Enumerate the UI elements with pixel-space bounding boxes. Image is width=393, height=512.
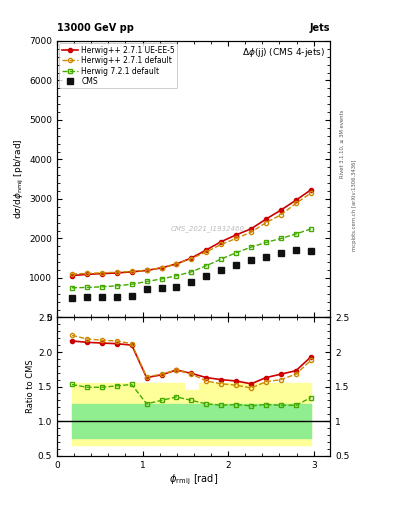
Herwig++ 2.7.1 UE-EE-5	[144, 267, 149, 273]
Text: 13000 GeV pp: 13000 GeV pp	[57, 23, 134, 33]
Herwig 7.2.1 default	[84, 284, 89, 290]
Herwig++ 2.7.1 UE-EE-5	[294, 197, 298, 203]
Herwig++ 2.7.1 default	[114, 269, 119, 275]
Herwig++ 2.7.1 default	[70, 271, 74, 277]
Herwig++ 2.7.1 default	[99, 270, 104, 276]
Text: Rivet 3.1.10, ≥ 3M events: Rivet 3.1.10, ≥ 3M events	[340, 109, 345, 178]
Herwig 7.2.1 default	[234, 249, 239, 255]
Herwig 7.2.1 default	[249, 244, 253, 250]
Herwig++ 2.7.1 UE-EE-5	[114, 270, 119, 276]
Herwig 7.2.1 default	[189, 269, 194, 275]
Herwig 7.2.1 default	[144, 279, 149, 285]
Herwig 7.2.1 default	[159, 276, 164, 282]
Herwig++ 2.7.1 default	[309, 190, 313, 196]
CMS	[204, 273, 209, 279]
CMS	[159, 285, 164, 291]
Herwig 7.2.1 default	[204, 263, 209, 269]
Herwig++ 2.7.1 default	[174, 261, 179, 267]
Herwig++ 2.7.1 UE-EE-5	[159, 265, 164, 271]
Herwig++ 2.7.1 default	[279, 211, 283, 218]
Herwig++ 2.7.1 UE-EE-5	[99, 270, 104, 276]
X-axis label: $\phi_{\rm rm\,ij}$ [rad]: $\phi_{\rm rm\,ij}$ [rad]	[169, 472, 218, 487]
CMS	[84, 294, 89, 301]
Herwig++ 2.7.1 default	[159, 265, 164, 271]
Text: mcplots.cern.ch [arXiv:1306.3436]: mcplots.cern.ch [arXiv:1306.3436]	[352, 159, 357, 250]
Herwig++ 2.7.1 default	[264, 220, 268, 226]
CMS	[189, 279, 194, 285]
CMS	[219, 267, 224, 273]
CMS	[279, 250, 283, 257]
Herwig 7.2.1 default	[174, 273, 179, 279]
CMS	[264, 254, 268, 260]
CMS	[234, 262, 239, 268]
Herwig++ 2.7.1 UE-EE-5	[234, 232, 239, 238]
Herwig++ 2.7.1 default	[234, 236, 239, 242]
CMS	[174, 284, 179, 290]
Herwig++ 2.7.1 UE-EE-5	[84, 271, 89, 278]
Herwig++ 2.7.1 default	[249, 229, 253, 235]
Herwig++ 2.7.1 UE-EE-5	[174, 261, 179, 267]
Herwig 7.2.1 default	[279, 236, 283, 242]
Herwig++ 2.7.1 UE-EE-5	[189, 255, 194, 261]
CMS	[129, 293, 134, 299]
Herwig 7.2.1 default	[114, 283, 119, 289]
Text: Jets: Jets	[310, 23, 330, 33]
Line: Herwig++ 2.7.1 default: Herwig++ 2.7.1 default	[70, 191, 313, 276]
Line: Herwig 7.2.1 default: Herwig 7.2.1 default	[70, 227, 313, 290]
Herwig++ 2.7.1 default	[129, 268, 134, 274]
Herwig++ 2.7.1 UE-EE-5	[249, 226, 253, 232]
CMS	[70, 295, 74, 301]
CMS	[114, 293, 119, 300]
Herwig++ 2.7.1 default	[219, 241, 224, 247]
Herwig 7.2.1 default	[309, 226, 313, 232]
Herwig 7.2.1 default	[294, 231, 298, 237]
Y-axis label: d$\sigma$/d$\phi_{\rm nmij}$ [pb/rad]: d$\sigma$/d$\phi_{\rm nmij}$ [pb/rad]	[13, 139, 26, 220]
Herwig++ 2.7.1 UE-EE-5	[204, 247, 209, 253]
Herwig++ 2.7.1 UE-EE-5	[219, 239, 224, 245]
Herwig++ 2.7.1 UE-EE-5	[309, 187, 313, 193]
Herwig 7.2.1 default	[70, 285, 74, 291]
Line: CMS: CMS	[69, 247, 314, 301]
Herwig++ 2.7.1 UE-EE-5	[279, 207, 283, 213]
Line: Herwig++ 2.7.1 UE-EE-5: Herwig++ 2.7.1 UE-EE-5	[70, 188, 313, 278]
Herwig++ 2.7.1 default	[189, 255, 194, 262]
Text: $\Delta\phi$(jj) (CMS 4-jets): $\Delta\phi$(jj) (CMS 4-jets)	[242, 47, 325, 59]
Herwig++ 2.7.1 UE-EE-5	[264, 216, 268, 222]
CMS	[294, 246, 298, 252]
Herwig 7.2.1 default	[129, 281, 134, 287]
Herwig++ 2.7.1 default	[144, 267, 149, 273]
Herwig++ 2.7.1 UE-EE-5	[70, 272, 74, 279]
Y-axis label: Ratio to CMS: Ratio to CMS	[26, 360, 35, 413]
Herwig++ 2.7.1 default	[204, 249, 209, 255]
CMS	[144, 286, 149, 292]
CMS	[99, 294, 104, 300]
Herwig++ 2.7.1 default	[294, 200, 298, 206]
Legend: Herwig++ 2.7.1 UE-EE-5, Herwig++ 2.7.1 default, Herwig 7.2.1 default, CMS: Herwig++ 2.7.1 UE-EE-5, Herwig++ 2.7.1 d…	[59, 43, 178, 89]
Text: CMS_2021_I1932460: CMS_2021_I1932460	[170, 226, 244, 232]
Herwig++ 2.7.1 UE-EE-5	[129, 269, 134, 275]
Herwig 7.2.1 default	[99, 284, 104, 290]
CMS	[309, 248, 313, 254]
Herwig 7.2.1 default	[264, 239, 268, 245]
Herwig++ 2.7.1 default	[84, 270, 89, 276]
Herwig 7.2.1 default	[219, 256, 224, 262]
CMS	[249, 257, 253, 263]
